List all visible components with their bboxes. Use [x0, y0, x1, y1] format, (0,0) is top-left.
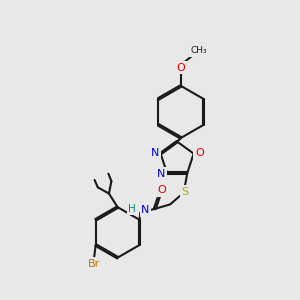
Text: O: O — [158, 185, 167, 195]
Text: O: O — [195, 148, 204, 158]
Text: Br: Br — [88, 259, 100, 269]
Text: O: O — [177, 63, 185, 73]
Text: N: N — [151, 148, 159, 158]
Text: S: S — [182, 187, 188, 196]
Text: N: N — [157, 169, 165, 179]
Text: CH₃: CH₃ — [190, 46, 207, 55]
Text: H: H — [128, 204, 136, 214]
Text: N: N — [141, 205, 150, 215]
